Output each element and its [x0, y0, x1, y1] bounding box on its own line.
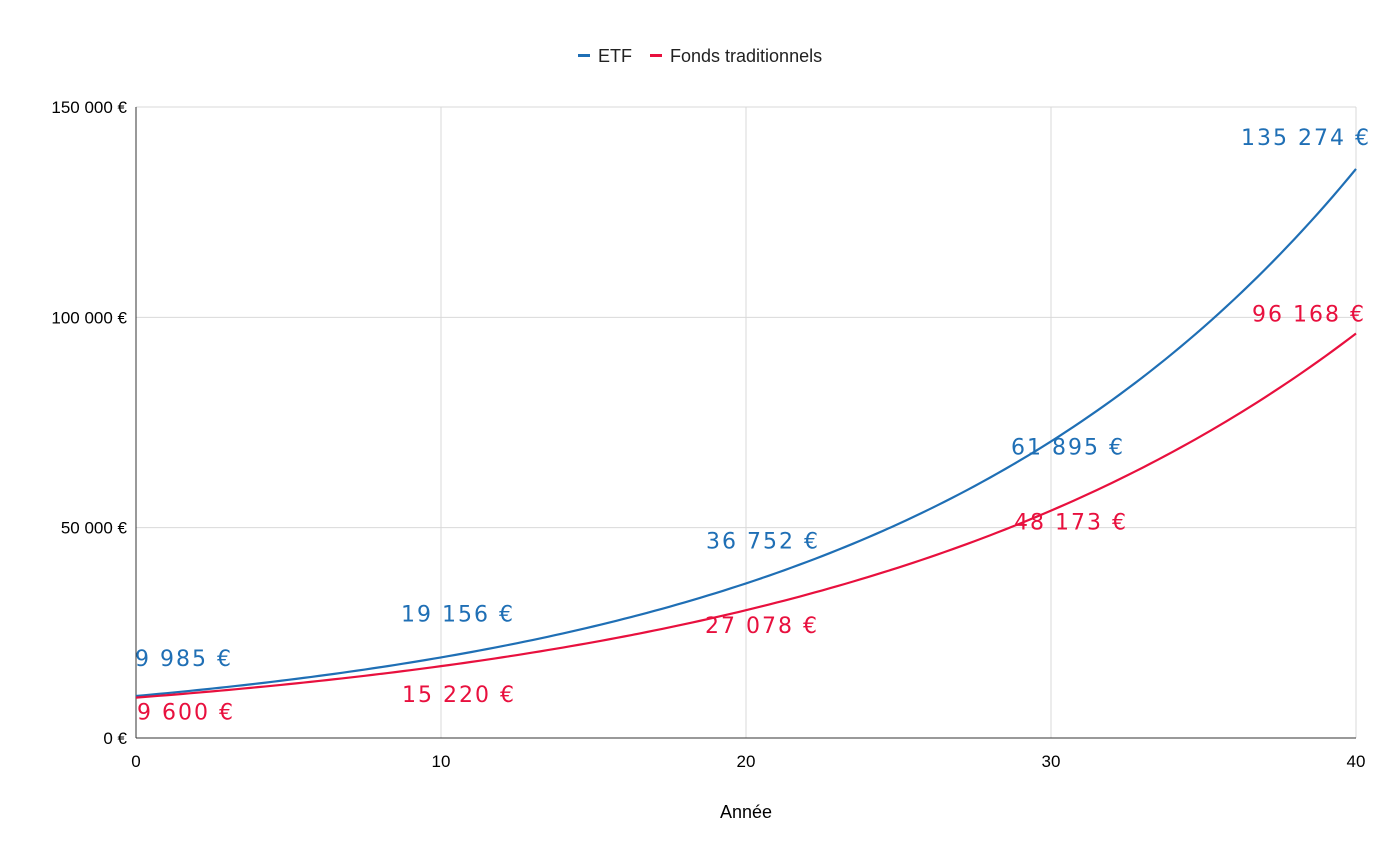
x-tick-label: 30 [1042, 752, 1061, 771]
data-label-etf: 19 156 € [401, 602, 515, 627]
axis-layer: 0 € 50 000 € 100 000 € 150 000 € 0 10 20 30 40 [51, 98, 1365, 771]
legend-label: Fonds traditionnels [670, 46, 822, 66]
x-tick-label: 20 [737, 752, 756, 771]
data-label-etf: 135 274 € [1241, 126, 1371, 151]
x-tick-label: 40 [1347, 752, 1366, 771]
series-line-etf [135, 168, 1357, 698]
series-line-fonds-traditionnels [135, 332, 1357, 699]
series-layer [135, 168, 1357, 699]
data-label-etf: 61 895 € [1011, 436, 1125, 461]
legend-swatch [650, 54, 662, 57]
x-tick-label: 10 [432, 752, 451, 771]
legend-item-etf: ETF [578, 46, 632, 66]
y-tick-label: 150 000 € [51, 98, 127, 117]
y-tick-label: 100 000 € [51, 308, 127, 327]
legend-item-fonds-traditionnels: Fonds traditionnels [650, 46, 822, 66]
legend-swatch [578, 54, 590, 57]
data-label-layer: 9 985 € 19 156 € 36 752 € 61 895 € 135 274 €… [135, 126, 1371, 726]
y-tick-label: 0 € [103, 729, 127, 748]
grid-layer [135, 106, 1357, 739]
data-label-fonds-traditionnels: 15 220 € [402, 683, 516, 708]
x-axis-title: Année [720, 802, 772, 822]
legend: ETF Fonds traditionnels [578, 46, 822, 66]
data-label-etf: 9 985 € [135, 647, 233, 672]
legend-label: ETF [598, 46, 632, 66]
x-tick-label: 0 [131, 752, 140, 771]
y-tick-label: 50 000 € [61, 519, 128, 538]
data-label-fonds-traditionnels: 96 168 € [1252, 302, 1366, 327]
data-label-fonds-traditionnels: 27 078 € [705, 614, 819, 639]
data-label-fonds-traditionnels: 48 173 € [1014, 510, 1128, 535]
data-label-etf: 36 752 € [706, 529, 820, 554]
data-label-fonds-traditionnels: 9 600 € [137, 701, 235, 726]
